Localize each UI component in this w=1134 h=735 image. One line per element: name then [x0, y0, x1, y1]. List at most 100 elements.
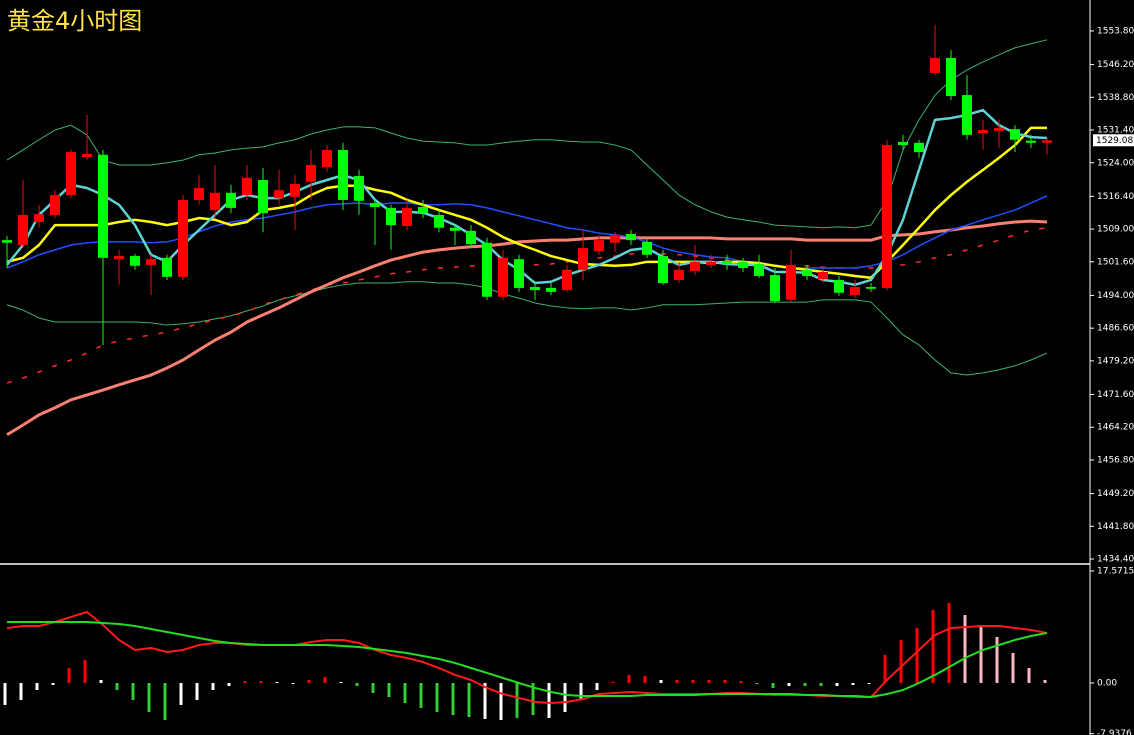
- histogram-bar: [339, 681, 343, 683]
- chart-title: 黄金4小时图: [7, 7, 142, 35]
- histogram-bar: [723, 679, 727, 683]
- histogram-bar: [947, 602, 951, 683]
- histogram-bar: [227, 682, 231, 686]
- y-tick-label: 1456.80: [1097, 455, 1134, 465]
- candle-body: [498, 257, 508, 297]
- histogram-bar: [563, 682, 567, 712]
- histogram-bar: [883, 655, 887, 683]
- histogram-bar: [627, 674, 631, 683]
- candle-body: [834, 279, 844, 293]
- histogram-bar: [835, 682, 839, 686]
- candle-body: [562, 269, 572, 291]
- histogram-bar: [451, 682, 455, 715]
- indicator-line: [6, 39, 1048, 229]
- y-tick-label: 1464.20: [1097, 423, 1134, 433]
- candle-body: [770, 275, 780, 302]
- histogram-bar: [35, 682, 39, 690]
- histogram-bar: [1043, 679, 1047, 683]
- candle-body: [210, 192, 220, 211]
- candle-body: [818, 271, 828, 280]
- candle-body: [370, 202, 380, 207]
- candle-body: [914, 142, 924, 153]
- candle-body: [514, 259, 524, 288]
- y-tick-label: 1501.60: [1097, 257, 1134, 267]
- candle-body: [306, 164, 316, 182]
- histogram-bar: [659, 679, 663, 683]
- histogram-bar: [131, 682, 135, 701]
- y-tick-label: 1471.60: [1097, 390, 1134, 400]
- candle-body: [274, 190, 284, 199]
- candle-body: [290, 183, 300, 197]
- y-tick-label: 1538.80: [1097, 93, 1134, 103]
- y-tick-label: -7.9376: [1097, 729, 1132, 735]
- axis: 1553.80 1546.20 1538.80 1531.40 1524.00 1516.…: [1090, 26, 1134, 735]
- candle-body: [754, 264, 764, 276]
- y-tick-label: 1531.40: [1097, 126, 1134, 136]
- candle-body: [738, 261, 748, 269]
- price-panel: [2, 24, 1052, 437]
- histogram-bar: [979, 624, 983, 683]
- candle-body: [1010, 129, 1020, 140]
- candle-body: [882, 145, 892, 288]
- candle-body: [626, 233, 636, 241]
- candle-body: [402, 207, 412, 226]
- histogram-bar: [1027, 668, 1031, 683]
- histogram-bar: [115, 682, 119, 690]
- indicator-line: [7, 620, 1048, 699]
- candle-body: [434, 214, 444, 228]
- candle-body: [18, 214, 28, 246]
- candle-body: [530, 287, 540, 291]
- indicator-line: [6, 610, 1048, 705]
- y-tick-label: 1449.20: [1097, 489, 1134, 499]
- candle-body: [722, 260, 732, 265]
- histogram-bar: [515, 682, 519, 718]
- y-tick-label: 1516.40: [1097, 192, 1134, 202]
- candle-body: [786, 264, 796, 300]
- candle-body: [226, 192, 236, 208]
- histogram-bar: [259, 681, 263, 683]
- indicator-line: [6, 219, 1048, 437]
- y-tick-label: 17.5715: [1097, 566, 1134, 576]
- histogram-bar: [787, 682, 791, 686]
- candle-body: [146, 259, 156, 265]
- histogram-bar: [19, 682, 23, 701]
- candle-body: [338, 149, 348, 200]
- histogram-bar: [691, 679, 695, 683]
- histogram-bar: [419, 682, 423, 708]
- candle-body: [706, 261, 716, 265]
- histogram-bar: [675, 679, 679, 683]
- histogram-bar: [291, 682, 295, 684]
- histogram-bar: [1011, 652, 1015, 683]
- candle-body: [194, 187, 204, 200]
- histogram-bar: [707, 679, 711, 683]
- histogram-bar: [579, 682, 583, 701]
- candle-body: [162, 257, 172, 277]
- candle-body: [2, 240, 12, 243]
- candle-body: [50, 195, 60, 215]
- y-tick-label: 1553.80: [1097, 26, 1134, 36]
- candle-body: [930, 57, 940, 73]
- histogram-bar: [803, 682, 807, 686]
- histogram-bar: [771, 682, 775, 688]
- histogram-bar: [595, 682, 599, 690]
- last-price-box: [1093, 134, 1134, 147]
- histogram-bar: [963, 614, 967, 683]
- histogram-bar: [995, 636, 999, 683]
- histogram-bar: [483, 682, 487, 720]
- candle-body: [322, 149, 332, 168]
- candle-body: [178, 199, 188, 277]
- histogram-bar: [867, 682, 871, 684]
- y-tick-label: 1524.00: [1097, 158, 1134, 168]
- candle-body: [610, 234, 620, 243]
- histogram-bar: [851, 682, 855, 685]
- y-tick-label: 1509.00: [1097, 225, 1134, 235]
- histogram-bar: [899, 639, 903, 683]
- histogram-bar: [323, 676, 327, 683]
- histogram-bar: [467, 682, 471, 718]
- y-tick-label: 1434.40: [1097, 555, 1134, 565]
- histogram-bar: [435, 682, 439, 712]
- candle-body: [850, 287, 860, 295]
- y-tick-label: 1479.20: [1097, 356, 1134, 366]
- candle-body: [354, 176, 364, 201]
- candle-body: [578, 248, 588, 270]
